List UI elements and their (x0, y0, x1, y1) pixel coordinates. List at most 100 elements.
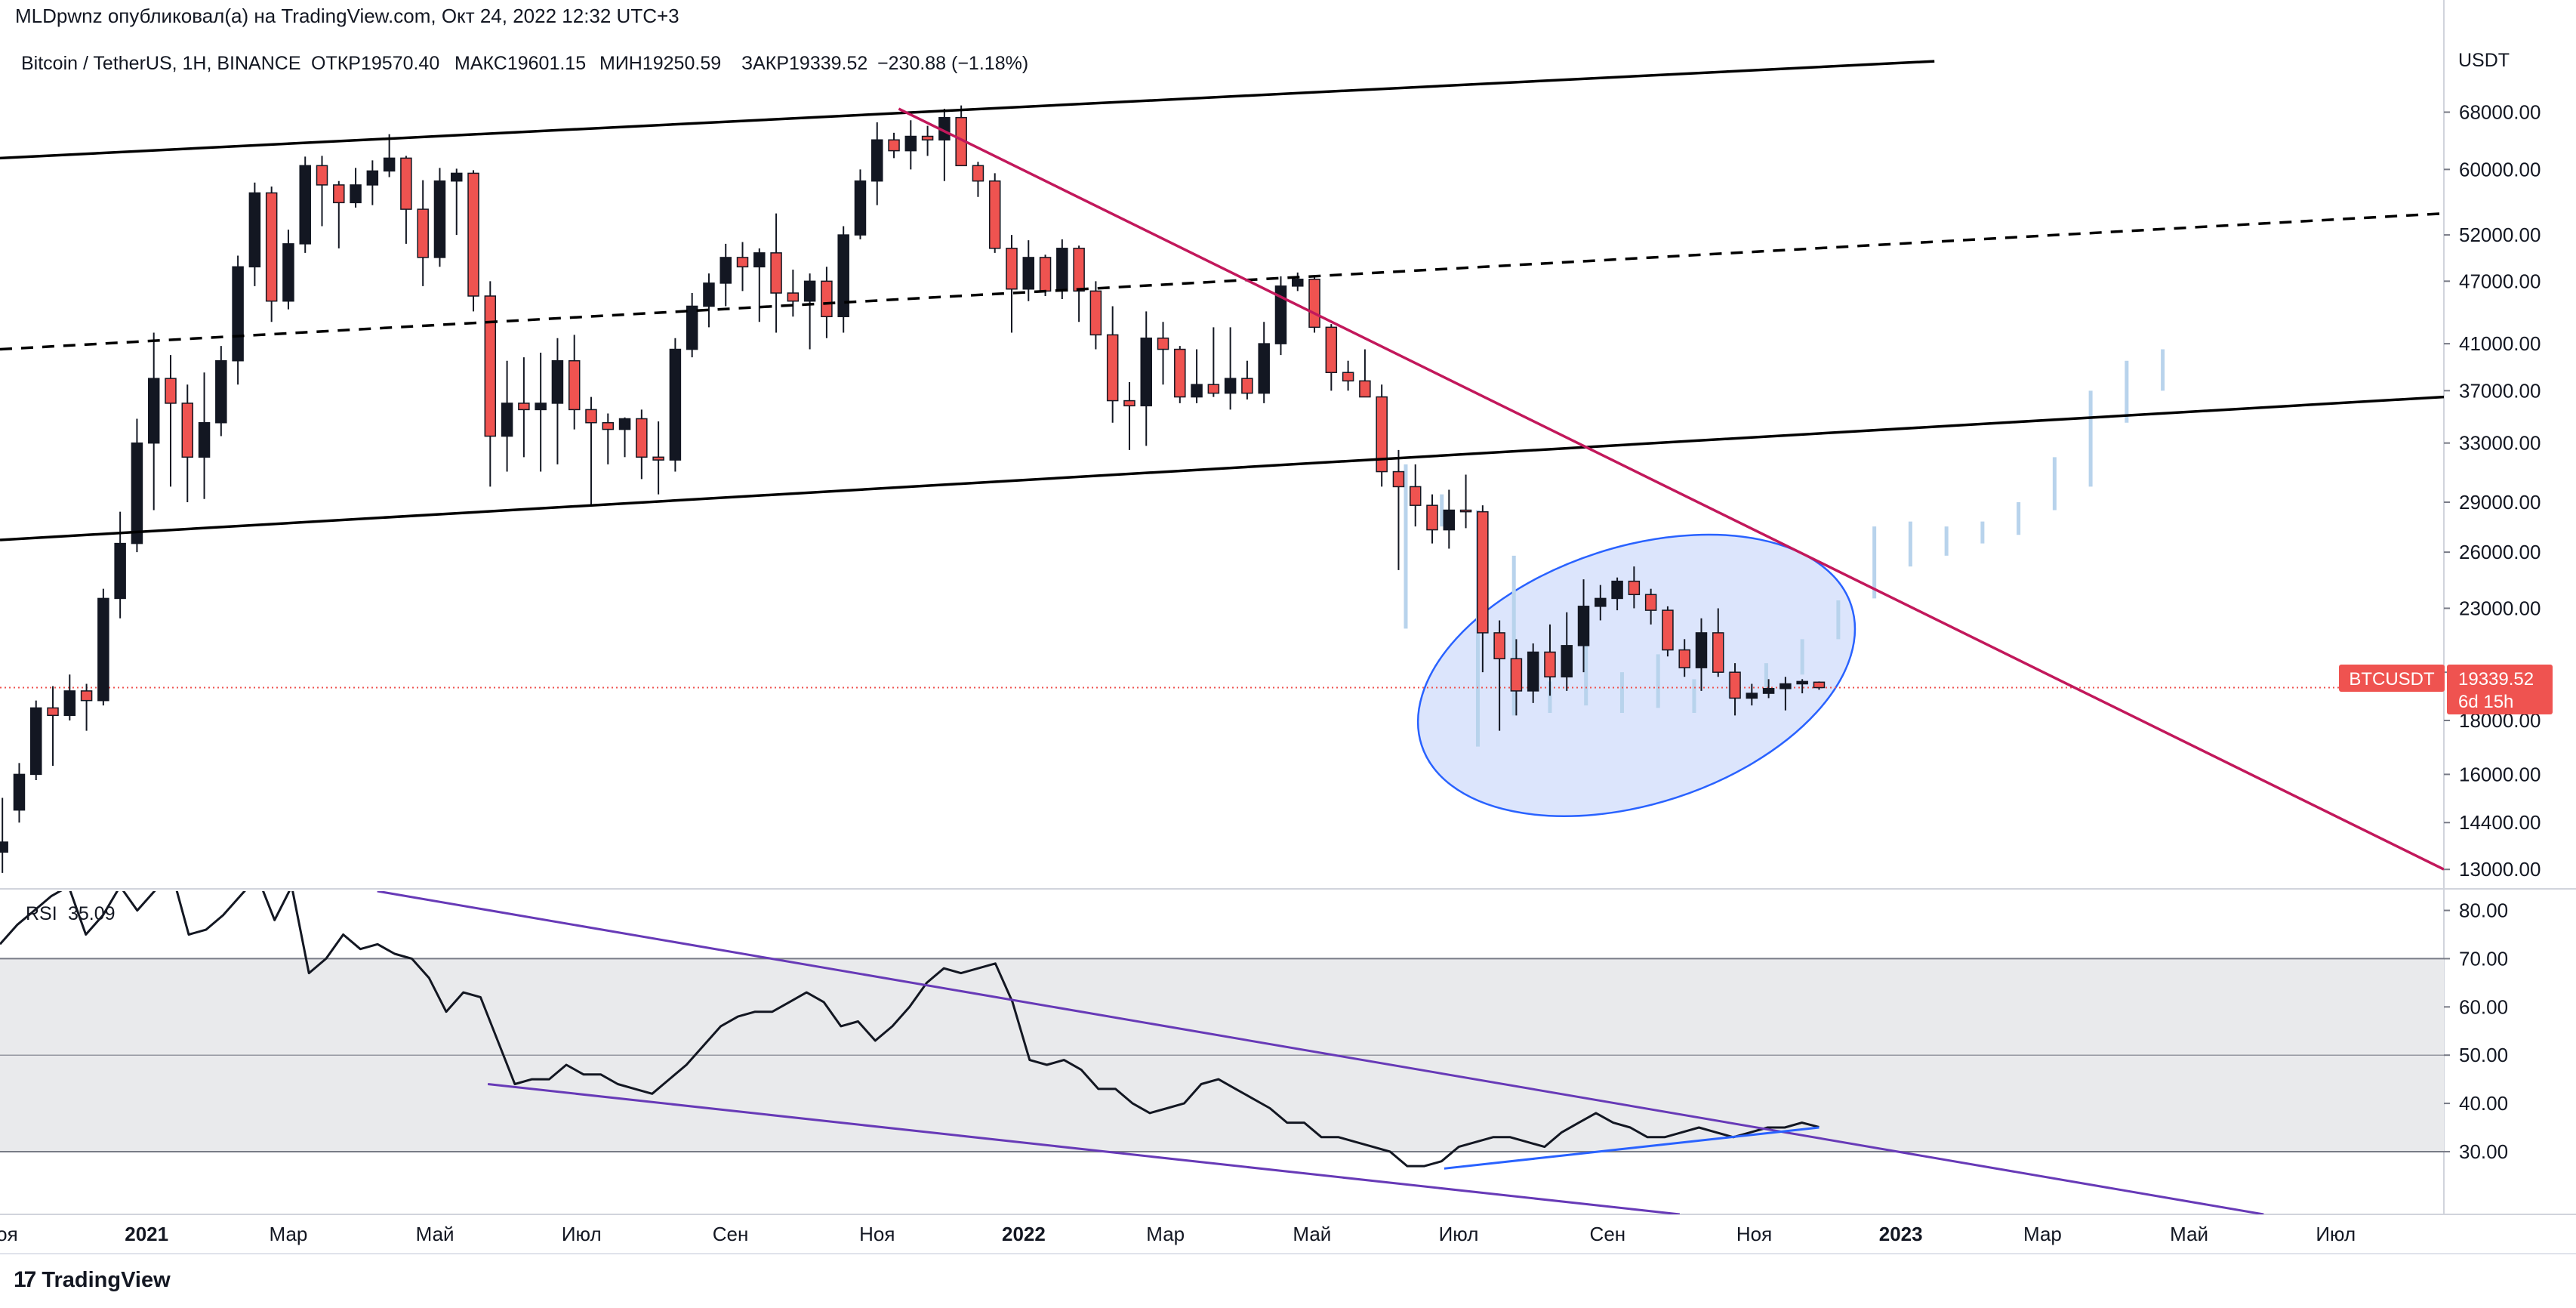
price-tag-bg (2447, 665, 2553, 714)
candle-body (1039, 257, 1052, 292)
current-price-tag: BTCUSDT 19339.52 6d 15h (2339, 665, 2553, 714)
candle-body (703, 282, 715, 307)
price-tag-countdown: 6d 15h (2458, 692, 2513, 712)
candle-body (652, 456, 664, 461)
price-legend-symbol: Bitcoin / TetherUS, 1H, BINANCE (21, 53, 301, 74)
candle-body (1544, 651, 1556, 677)
time-axis-label: Май (2170, 1223, 2208, 1245)
time-axis-label: Мар (1146, 1223, 1185, 1245)
symbol-tag-bg (2339, 665, 2445, 692)
trendline-channel-mid (0, 211, 2444, 351)
time-axis-label: Июл (1439, 1223, 1479, 1245)
candle-body (1729, 671, 1741, 699)
candle-body (821, 280, 833, 317)
price-axis-label: 23000.00 (2459, 597, 2541, 619)
candle-body (1595, 597, 1607, 607)
candle-body (535, 403, 547, 411)
candle-body (1678, 649, 1690, 668)
candle-body (636, 418, 648, 458)
time-axis-label: Мар (270, 1223, 308, 1245)
candle-body (1644, 594, 1657, 611)
time-axis-label: Ноя (1736, 1223, 1772, 1245)
price-axis-label: 33000.00 (2459, 432, 2541, 455)
trendline-rsi-support (1444, 1126, 1820, 1170)
tradingview-brand: TradingView (42, 1267, 171, 1292)
time-axis-label: Мар (2023, 1223, 2062, 1245)
time-axis-label: Сен (1590, 1223, 1626, 1245)
time-axis-label: Май (416, 1223, 454, 1245)
tradingview-footer[interactable]: 17 TradingView (14, 1267, 171, 1293)
rsi-plot (0, 891, 2264, 1214)
time-axis-label: Май (1293, 1223, 1331, 1245)
panel-backgrounds (0, 0, 2576, 1254)
candle-body (1157, 338, 1169, 350)
candle-body (686, 305, 698, 350)
price-legend-high: МАКС19601.15 (454, 53, 586, 74)
candle-body (770, 252, 782, 294)
candle-body (501, 403, 513, 437)
candle-body (719, 257, 732, 284)
candle-body (147, 378, 160, 444)
candle-body (1493, 632, 1505, 659)
candle-body (131, 442, 143, 544)
candle-body (988, 180, 1001, 249)
candle-body (669, 348, 682, 461)
rsi-legend-value: 35.09 (68, 903, 116, 924)
trendline-channel-bottom (0, 395, 2444, 541)
highlight-ellipse-shape (1416, 533, 1857, 817)
rsi-axis-label: 40.00 (2459, 1092, 2508, 1115)
price-axis-label: 60000.00 (2459, 158, 2541, 180)
candle-body (1762, 687, 1775, 694)
candle-body (1056, 248, 1068, 292)
price-axis-label: 13000.00 (2459, 858, 2541, 881)
candle-body (803, 280, 816, 302)
candle-body (888, 139, 900, 152)
rsi-axis-label: 60.00 (2459, 995, 2508, 1018)
price-axis-label: 14400.00 (2459, 811, 2541, 834)
candle-body (450, 172, 463, 182)
candle-body (1174, 348, 1186, 398)
trendline-channel-top (0, 60, 1935, 160)
time-axis-label: Сен (713, 1223, 749, 1245)
candle-body (1712, 632, 1724, 673)
candle-body (1796, 680, 1808, 685)
currency-label: USDT (2458, 50, 2510, 71)
candle-body (1207, 384, 1220, 394)
candle-body (1359, 380, 1371, 398)
candle-body (80, 690, 93, 702)
candle-body (1459, 509, 1472, 513)
highlight-ellipse[interactable] (1382, 483, 1890, 868)
candle-body (248, 192, 261, 268)
candle-body (1292, 279, 1304, 287)
candle-body (618, 418, 631, 430)
time-axis-label: 2021 (125, 1223, 168, 1245)
candle-body (1191, 384, 1203, 398)
candle-body (1006, 248, 1018, 290)
candle-body (568, 359, 581, 411)
candle-body (921, 135, 934, 140)
candle-body (1258, 343, 1270, 394)
price-axis-label: 68000.00 (2459, 100, 2541, 123)
candle-body (1224, 378, 1237, 394)
time-axis-label: Ноя (0, 1223, 18, 1245)
rsi-axis-label: 30.00 (2459, 1140, 2508, 1163)
candle-body (1325, 326, 1338, 373)
candle-body (114, 542, 126, 600)
candle-body (1746, 693, 1758, 699)
trendline-rsi-lower (487, 1083, 1681, 1214)
rsi-legend-name: RSI (26, 903, 57, 924)
candle-body (366, 170, 379, 186)
candle-body (198, 421, 211, 458)
candle-body (282, 243, 294, 302)
time-axis-label: 2023 (1879, 1223, 1923, 1245)
candle-body (1308, 279, 1320, 329)
candle-body (1073, 248, 1085, 292)
candle-body (350, 184, 362, 204)
candle-body (736, 257, 749, 268)
price-trendlines[interactable] (0, 60, 2444, 871)
candle-body (1443, 509, 1456, 531)
candle-body (1022, 257, 1035, 290)
candle-body (333, 184, 345, 204)
candle-body (1376, 396, 1388, 473)
